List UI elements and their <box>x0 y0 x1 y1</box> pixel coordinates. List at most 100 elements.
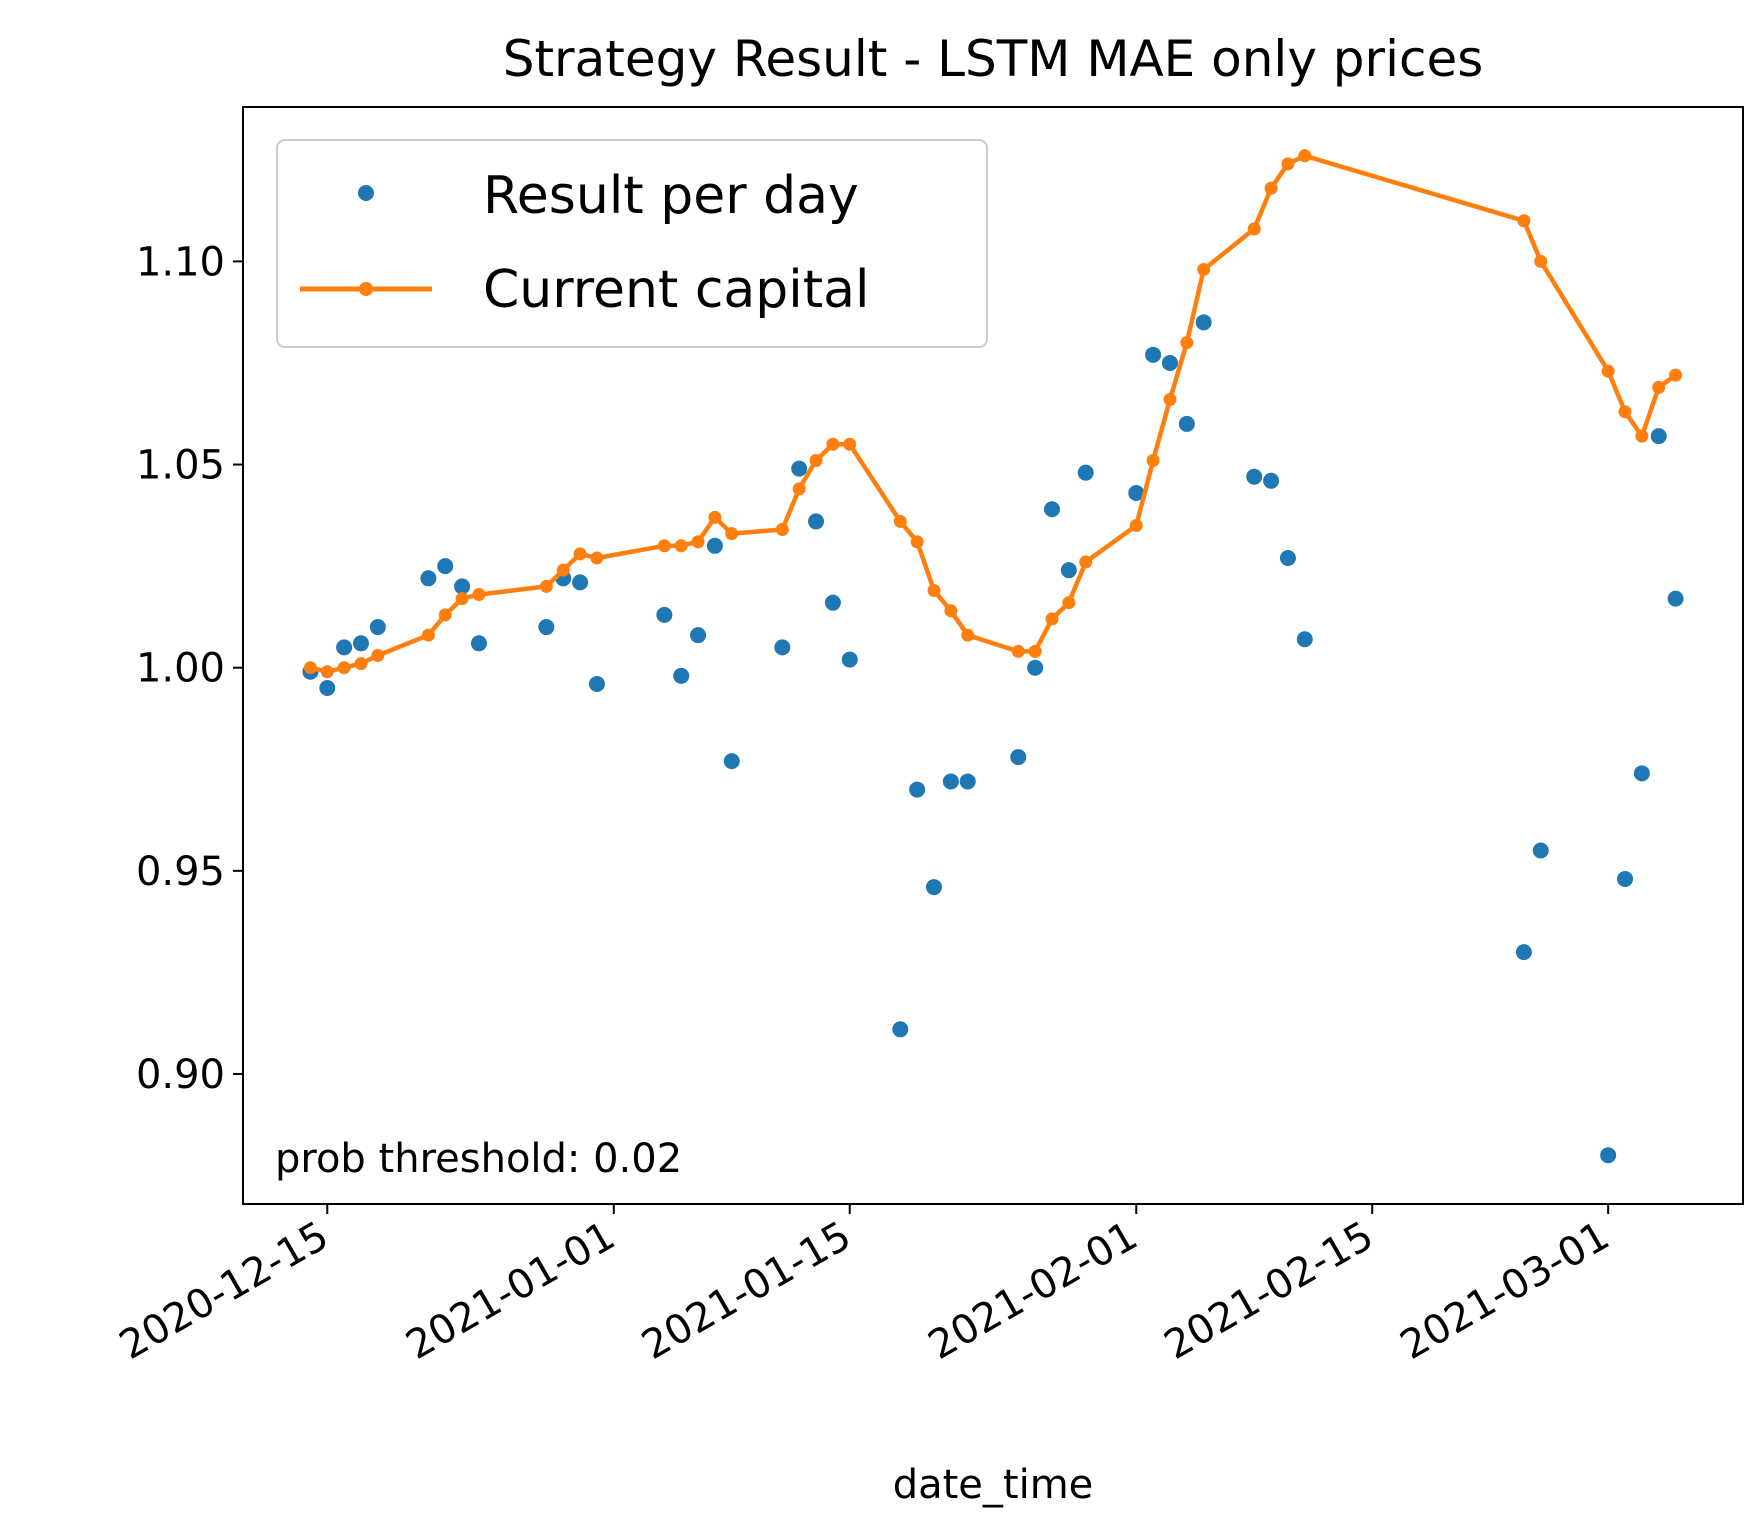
result-per-day-point <box>369 619 386 636</box>
plot-area <box>302 149 1684 1164</box>
current-capital-point <box>1180 336 1194 350</box>
result-per-day-point <box>1027 659 1044 676</box>
legend-marker-current-capital <box>359 282 373 296</box>
current-capital-point <box>657 539 671 553</box>
result-per-day-point <box>723 753 740 770</box>
result-per-day-point <box>909 781 926 798</box>
current-capital-point <box>843 437 857 451</box>
result-per-day-point <box>1296 631 1313 648</box>
y-tick-label: 0.95 <box>136 849 225 895</box>
result-per-day-point <box>1077 464 1094 481</box>
result-per-day-point <box>538 619 555 636</box>
legend-label-current-capital: Current capital <box>483 260 869 320</box>
result-per-day-point <box>1650 428 1667 445</box>
legend: Result per day Current capital <box>276 139 988 348</box>
legend-box <box>276 139 988 348</box>
current-capital-point <box>556 563 570 577</box>
result-per-day-point <box>572 574 589 591</box>
result-per-day-point <box>673 667 690 684</box>
result-per-day-point <box>774 639 791 656</box>
result-per-day-point <box>1246 468 1263 485</box>
current-capital-point <box>1281 157 1295 171</box>
result-per-day-point <box>1600 1147 1617 1164</box>
current-capital-point <box>421 628 435 642</box>
result-per-day-point <box>791 460 808 477</box>
result-per-day-point <box>1161 354 1178 371</box>
current-capital-point <box>573 547 587 561</box>
legend-label-result-per-day: Result per day <box>483 166 859 226</box>
result-per-day-point <box>319 680 336 697</box>
threshold-annotation: prob threshold: 0.02 <box>275 1136 682 1182</box>
result-per-day-point <box>1633 765 1650 782</box>
current-capital-point <box>539 579 553 593</box>
y-tick-label: 1.10 <box>136 239 225 285</box>
current-capital-point <box>1247 222 1261 236</box>
current-capital-point <box>708 510 722 524</box>
legend-marker-result-per-day <box>358 185 374 201</box>
current-capital-point <box>303 661 317 675</box>
current-capital-point <box>1618 405 1632 419</box>
current-capital-point <box>320 665 334 679</box>
current-capital-point <box>725 527 739 541</box>
current-capital-point <box>590 551 604 565</box>
current-capital-point <box>1163 393 1177 407</box>
current-capital-point <box>775 523 789 537</box>
current-capital-point <box>910 535 924 549</box>
result-per-day-point <box>690 627 707 644</box>
result-per-day-point <box>336 639 353 656</box>
result-per-day-point <box>1010 749 1027 766</box>
current-capital-point <box>354 657 368 671</box>
current-capital-point <box>1652 380 1666 394</box>
current-capital-point <box>1011 644 1025 658</box>
result-per-day-point <box>437 558 454 575</box>
chart-title: Strategy Result - LSTM MAE only prices <box>503 30 1484 88</box>
result-per-day-point <box>1617 870 1634 887</box>
current-capital-point <box>809 453 823 467</box>
current-capital-point <box>1669 368 1683 382</box>
current-capital-point <box>1601 364 1615 378</box>
result-per-day-point <box>352 635 369 652</box>
current-capital-point <box>927 583 941 597</box>
current-capital-point <box>371 649 385 662</box>
current-capital-point <box>438 608 452 622</box>
result-per-day-point <box>808 513 825 530</box>
result-per-day-point <box>656 606 673 623</box>
current-capital-point <box>1264 181 1278 195</box>
axes-frame <box>242 106 1744 1205</box>
current-capital-point <box>337 661 351 675</box>
current-capital-point <box>826 437 840 451</box>
current-capital-point <box>1146 453 1160 467</box>
result-per-day-point <box>1667 590 1684 607</box>
current-capital-point <box>1298 149 1312 163</box>
result-per-day-point <box>1532 842 1549 859</box>
current-capital-point <box>674 539 688 553</box>
result-per-day-point <box>892 1021 909 1038</box>
result-per-day-point <box>1263 472 1280 489</box>
result-per-day-point <box>1043 501 1060 518</box>
current-capital-point <box>1129 518 1143 532</box>
result-per-day-point <box>1515 944 1532 961</box>
current-capital-point <box>1197 263 1211 277</box>
x-axis-label: date_time <box>893 1462 1094 1508</box>
current-capital-point <box>1062 596 1076 610</box>
current-capital-point <box>944 604 958 618</box>
result-per-day-point <box>420 570 437 587</box>
result-per-day-point <box>824 594 841 611</box>
result-per-day-point <box>1279 549 1296 566</box>
y-tick-label: 1.00 <box>136 646 225 692</box>
result-per-day-point <box>454 578 471 595</box>
result-per-day-point <box>959 773 976 790</box>
current-capital-point <box>893 514 907 528</box>
current-capital-point <box>1534 254 1548 268</box>
result-per-day-point <box>1128 484 1145 501</box>
current-capital-point <box>1028 644 1042 658</box>
result-per-day-point <box>706 537 723 554</box>
current-capital-point <box>455 592 469 606</box>
current-capital-point <box>1045 612 1059 626</box>
current-capital-point <box>961 628 975 642</box>
current-capital-point <box>691 535 705 549</box>
current-capital-point <box>1517 214 1531 228</box>
result-per-day-point <box>1178 415 1195 432</box>
result-per-day-point <box>1195 314 1212 331</box>
